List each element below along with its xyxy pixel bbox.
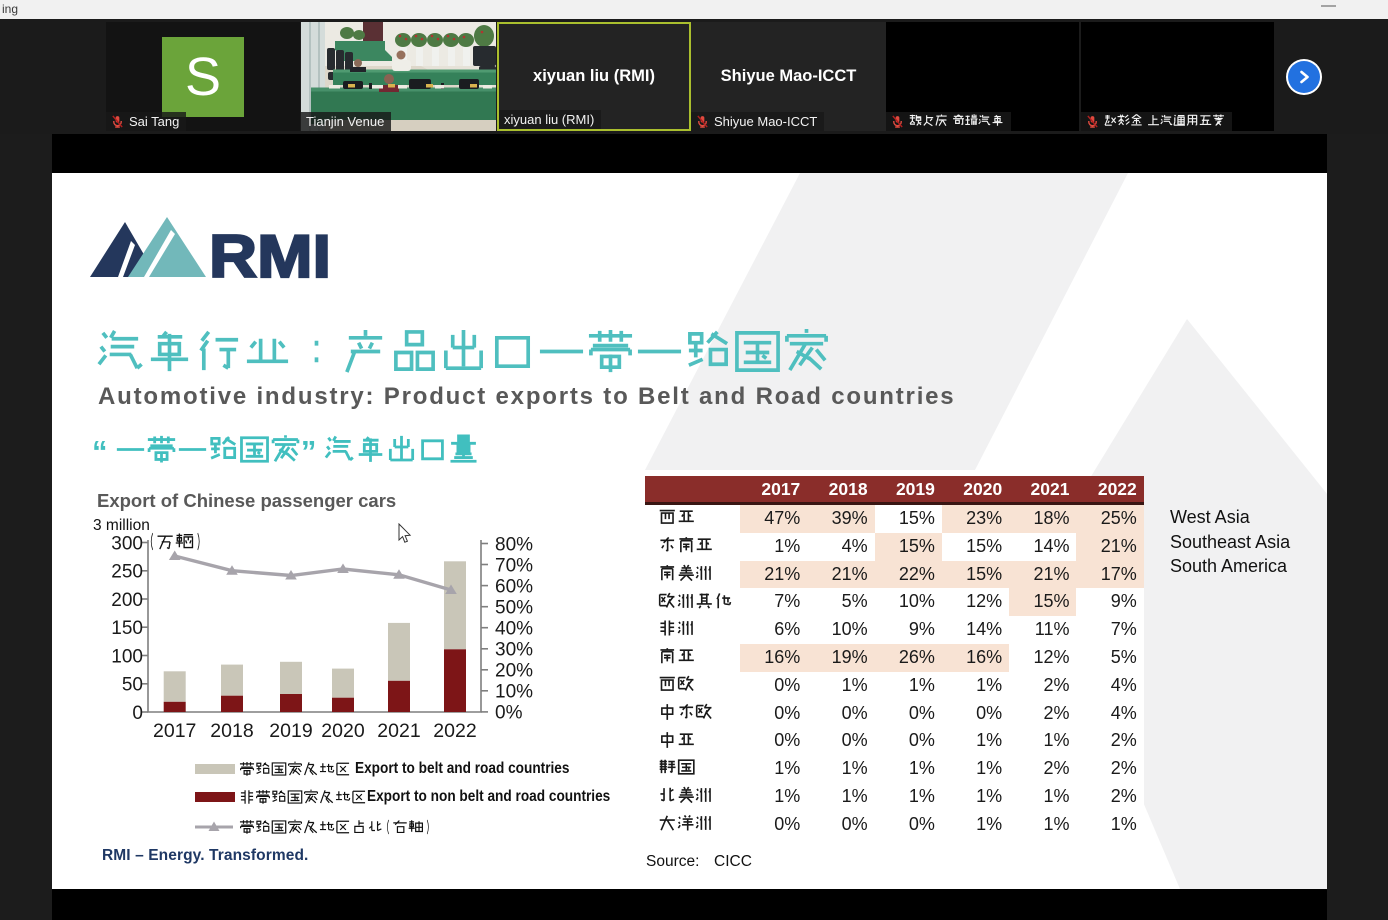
svg-text:60%: 60% — [495, 576, 533, 597]
svg-text:30%: 30% — [495, 640, 533, 661]
svg-text:2018: 2018 — [210, 720, 253, 742]
svg-text:2022: 2022 — [433, 720, 476, 742]
svg-text:100: 100 — [111, 646, 143, 667]
svg-text:150: 150 — [111, 618, 143, 639]
svg-text:50%: 50% — [495, 598, 533, 619]
svg-text:2021: 2021 — [377, 720, 420, 742]
svg-text:10%: 10% — [495, 682, 533, 703]
svg-text:20%: 20% — [495, 661, 533, 682]
svg-text:70%: 70% — [495, 555, 533, 576]
svg-text:80%: 80% — [495, 534, 533, 555]
svg-text:250: 250 — [111, 562, 143, 583]
svg-text:300: 300 — [111, 533, 143, 554]
svg-text:2020: 2020 — [321, 720, 365, 742]
svg-text:RMI: RMI — [209, 223, 331, 281]
svg-text:0%: 0% — [495, 703, 523, 724]
svg-text:0: 0 — [132, 703, 143, 724]
svg-text:50: 50 — [122, 675, 143, 696]
svg-text:200: 200 — [111, 590, 143, 611]
svg-text:2017: 2017 — [153, 720, 196, 742]
svg-text:2019: 2019 — [269, 720, 312, 742]
svg-text:40%: 40% — [495, 619, 533, 640]
